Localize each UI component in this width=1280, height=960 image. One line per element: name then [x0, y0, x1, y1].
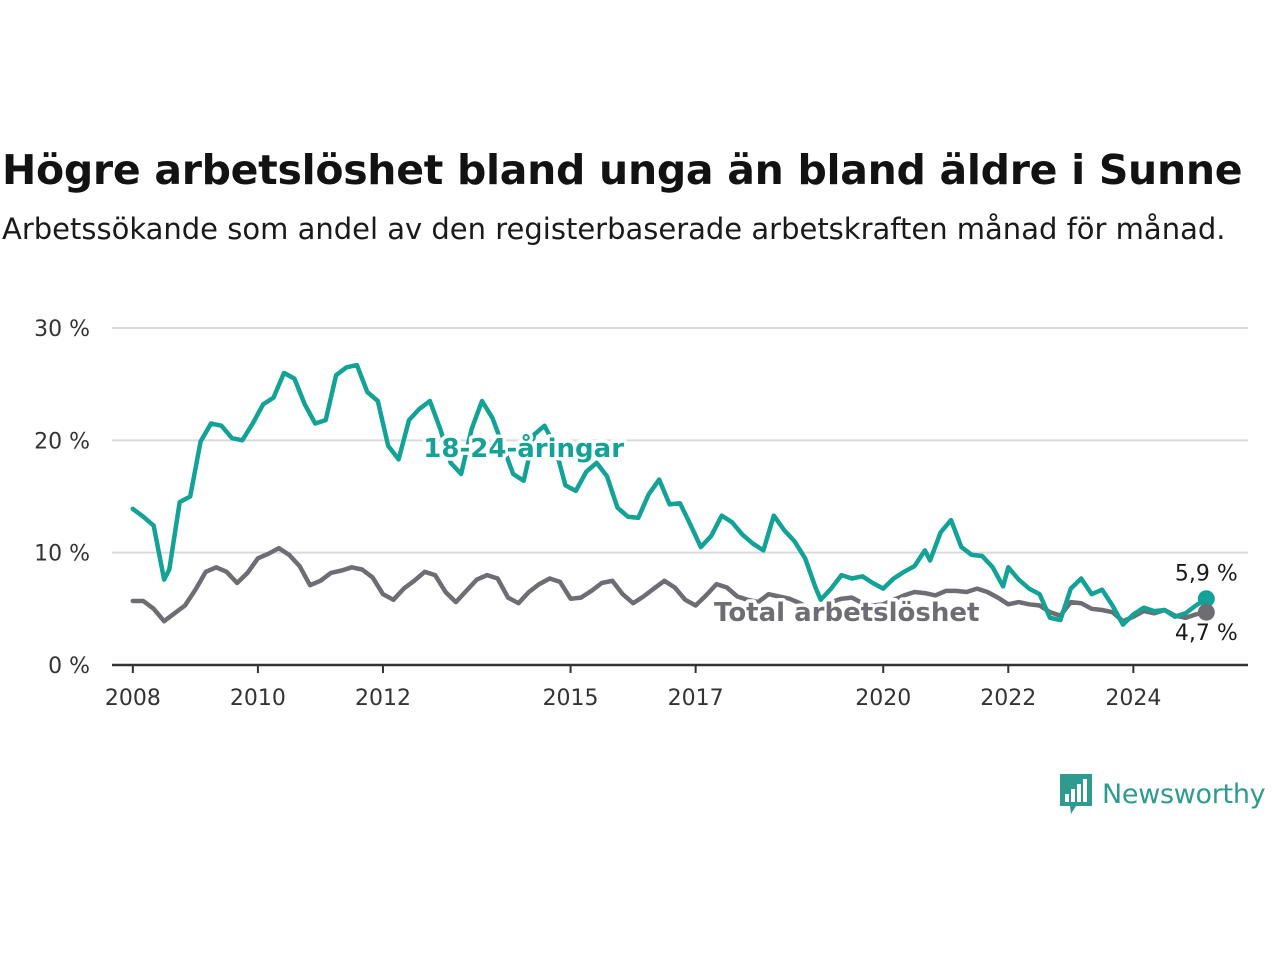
line-chart: 0 % 10 % 20 % 30 % 2008 2010 2012 2015 2017 2020 2…	[34, 317, 1248, 711]
y-tick-label: 30 %	[34, 317, 90, 342]
series-label-total: Total arbetslöshet	[714, 598, 979, 628]
y-tick-label: 0 %	[48, 654, 90, 679]
x-tick-label: 2024	[1105, 686, 1161, 711]
y-tick-label: 10 %	[34, 542, 90, 567]
x-tick-label: 2008	[105, 686, 161, 711]
end-marker-youth	[1197, 590, 1215, 608]
x-tick-label: 2017	[668, 686, 724, 711]
x-tick-label: 2022	[980, 686, 1036, 711]
x-tick-label: 2012	[355, 686, 411, 711]
x-tick-label: 2020	[855, 686, 911, 711]
series-line-total	[130, 545, 1209, 624]
brand-name: Newsworthy	[1102, 778, 1266, 810]
chart-title: Högre arbetslöshet bland unga än bland ä…	[2, 146, 1243, 194]
newsworthy-logo-icon	[1060, 774, 1092, 814]
end-marker-total	[1197, 603, 1215, 621]
x-tick-label: 2015	[543, 686, 599, 711]
end-label-youth: 5,9 %	[1175, 562, 1238, 587]
chart-subtitle: Arbetssökande som andel av den registerb…	[2, 212, 1226, 246]
brand-logo: Newsworthy	[1058, 772, 1266, 816]
x-tick-label: 2010	[230, 686, 286, 711]
end-label-total: 4,7 %	[1175, 621, 1238, 646]
y-tick-label: 20 %	[34, 429, 90, 454]
series-label-youth: 18-24-åringar	[423, 432, 624, 464]
series-line-youth	[130, 362, 1209, 627]
